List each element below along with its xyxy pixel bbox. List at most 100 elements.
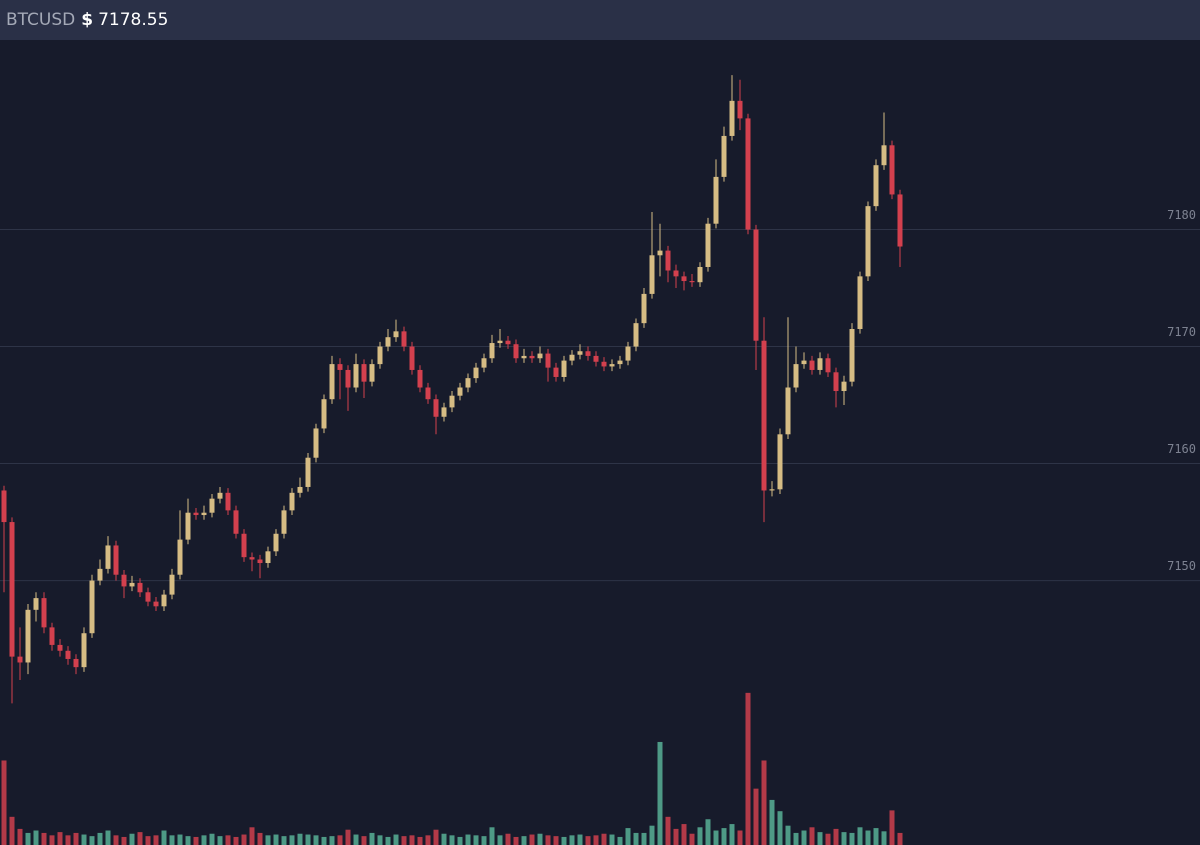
candle-body — [153, 601, 159, 607]
candle-body — [25, 609, 31, 663]
volume-bar — [385, 836, 391, 845]
volume-bar — [753, 788, 759, 845]
candle-body — [849, 329, 855, 382]
candle-body — [185, 512, 191, 540]
volume-bar — [681, 824, 687, 845]
candle-body — [761, 340, 767, 491]
volume-bar — [161, 830, 167, 845]
volume-bar — [393, 834, 399, 845]
y-tick-label: 7170 — [1167, 325, 1196, 339]
volume-bar — [513, 836, 519, 845]
candle-body — [273, 533, 279, 552]
candle-body — [329, 364, 335, 400]
volume-bar — [417, 836, 423, 845]
candle-body — [897, 194, 903, 247]
volume-bar — [617, 836, 623, 845]
volume-bar — [185, 836, 191, 845]
candle-body — [337, 364, 343, 370]
volume-bar — [313, 835, 319, 845]
candle-body — [785, 387, 791, 435]
candle-body — [817, 358, 823, 370]
volume-bar — [89, 836, 95, 845]
candle-body — [465, 378, 471, 388]
volume-bar — [65, 835, 71, 845]
candle-body — [17, 656, 23, 663]
candle-body — [825, 358, 831, 373]
volume-bar — [593, 835, 599, 845]
volume-bar — [865, 830, 871, 845]
candle-body — [33, 598, 39, 610]
y-tick-label: 7150 — [1167, 559, 1196, 573]
volume-bar — [553, 836, 559, 845]
candle-body — [57, 644, 63, 651]
candle-body — [129, 582, 135, 587]
candle-body — [569, 354, 575, 361]
candle-body — [233, 510, 239, 534]
candle-body — [673, 270, 679, 277]
candle-body — [313, 428, 319, 458]
volume-bar — [321, 836, 327, 845]
candle-body — [377, 346, 383, 365]
volume-bar — [497, 835, 503, 845]
volume-bar — [745, 692, 751, 845]
volume-bar — [817, 832, 823, 845]
volume-bar — [569, 835, 575, 845]
volume-bar — [113, 835, 119, 845]
candle-body — [689, 281, 695, 283]
volume-bar — [105, 830, 111, 845]
volume-bar — [265, 835, 271, 845]
candle-body — [657, 250, 663, 256]
volume-bar — [41, 832, 47, 845]
candle-body — [841, 381, 847, 392]
candle-body — [641, 293, 647, 324]
candle-body — [521, 355, 527, 359]
volume-bar — [737, 830, 743, 845]
volume-bar — [537, 833, 543, 845]
candle-body — [713, 176, 719, 224]
volume-bar — [225, 835, 231, 845]
volume-bar — [465, 834, 471, 845]
candle-body — [257, 559, 263, 564]
candle-body — [721, 135, 727, 177]
volume-bar — [609, 834, 615, 845]
candle-body — [777, 434, 783, 490]
volume-bar — [209, 833, 215, 845]
volume-bar — [793, 832, 799, 845]
volume-bar — [337, 835, 343, 845]
candle-body — [121, 574, 127, 587]
candle-body — [209, 498, 215, 513]
volume-bar — [361, 836, 367, 845]
volume-bar — [841, 832, 847, 845]
volume-bar — [705, 819, 711, 845]
volume-bar — [449, 835, 455, 845]
candle-body — [593, 355, 599, 362]
volume-bar — [545, 835, 551, 845]
candle-body — [137, 582, 143, 593]
volume-bar — [329, 836, 335, 845]
volume-bar — [649, 825, 655, 845]
candle-body — [89, 580, 95, 634]
volume-bar — [121, 836, 127, 845]
candle-body — [177, 539, 183, 575]
candle-body — [609, 364, 615, 367]
volume-bar — [353, 834, 359, 845]
volume-bar — [49, 835, 55, 845]
volume-bar — [473, 835, 479, 845]
candle-body — [857, 276, 863, 330]
candle-body — [297, 486, 303, 493]
volume-bar — [489, 827, 495, 845]
candle-body — [169, 574, 175, 595]
candle-body — [441, 407, 447, 417]
volume-bar — [889, 810, 895, 845]
candle-body — [385, 337, 391, 347]
volume-bar — [129, 833, 135, 845]
volume-bar — [785, 825, 791, 845]
candle-body — [65, 650, 71, 659]
candle-body — [545, 353, 551, 368]
volume-bar — [305, 834, 311, 845]
candle-body — [9, 522, 15, 657]
volume-bar — [801, 830, 807, 845]
candle-body — [145, 592, 151, 602]
volume-bar — [577, 834, 583, 845]
volume-bar — [881, 831, 887, 845]
